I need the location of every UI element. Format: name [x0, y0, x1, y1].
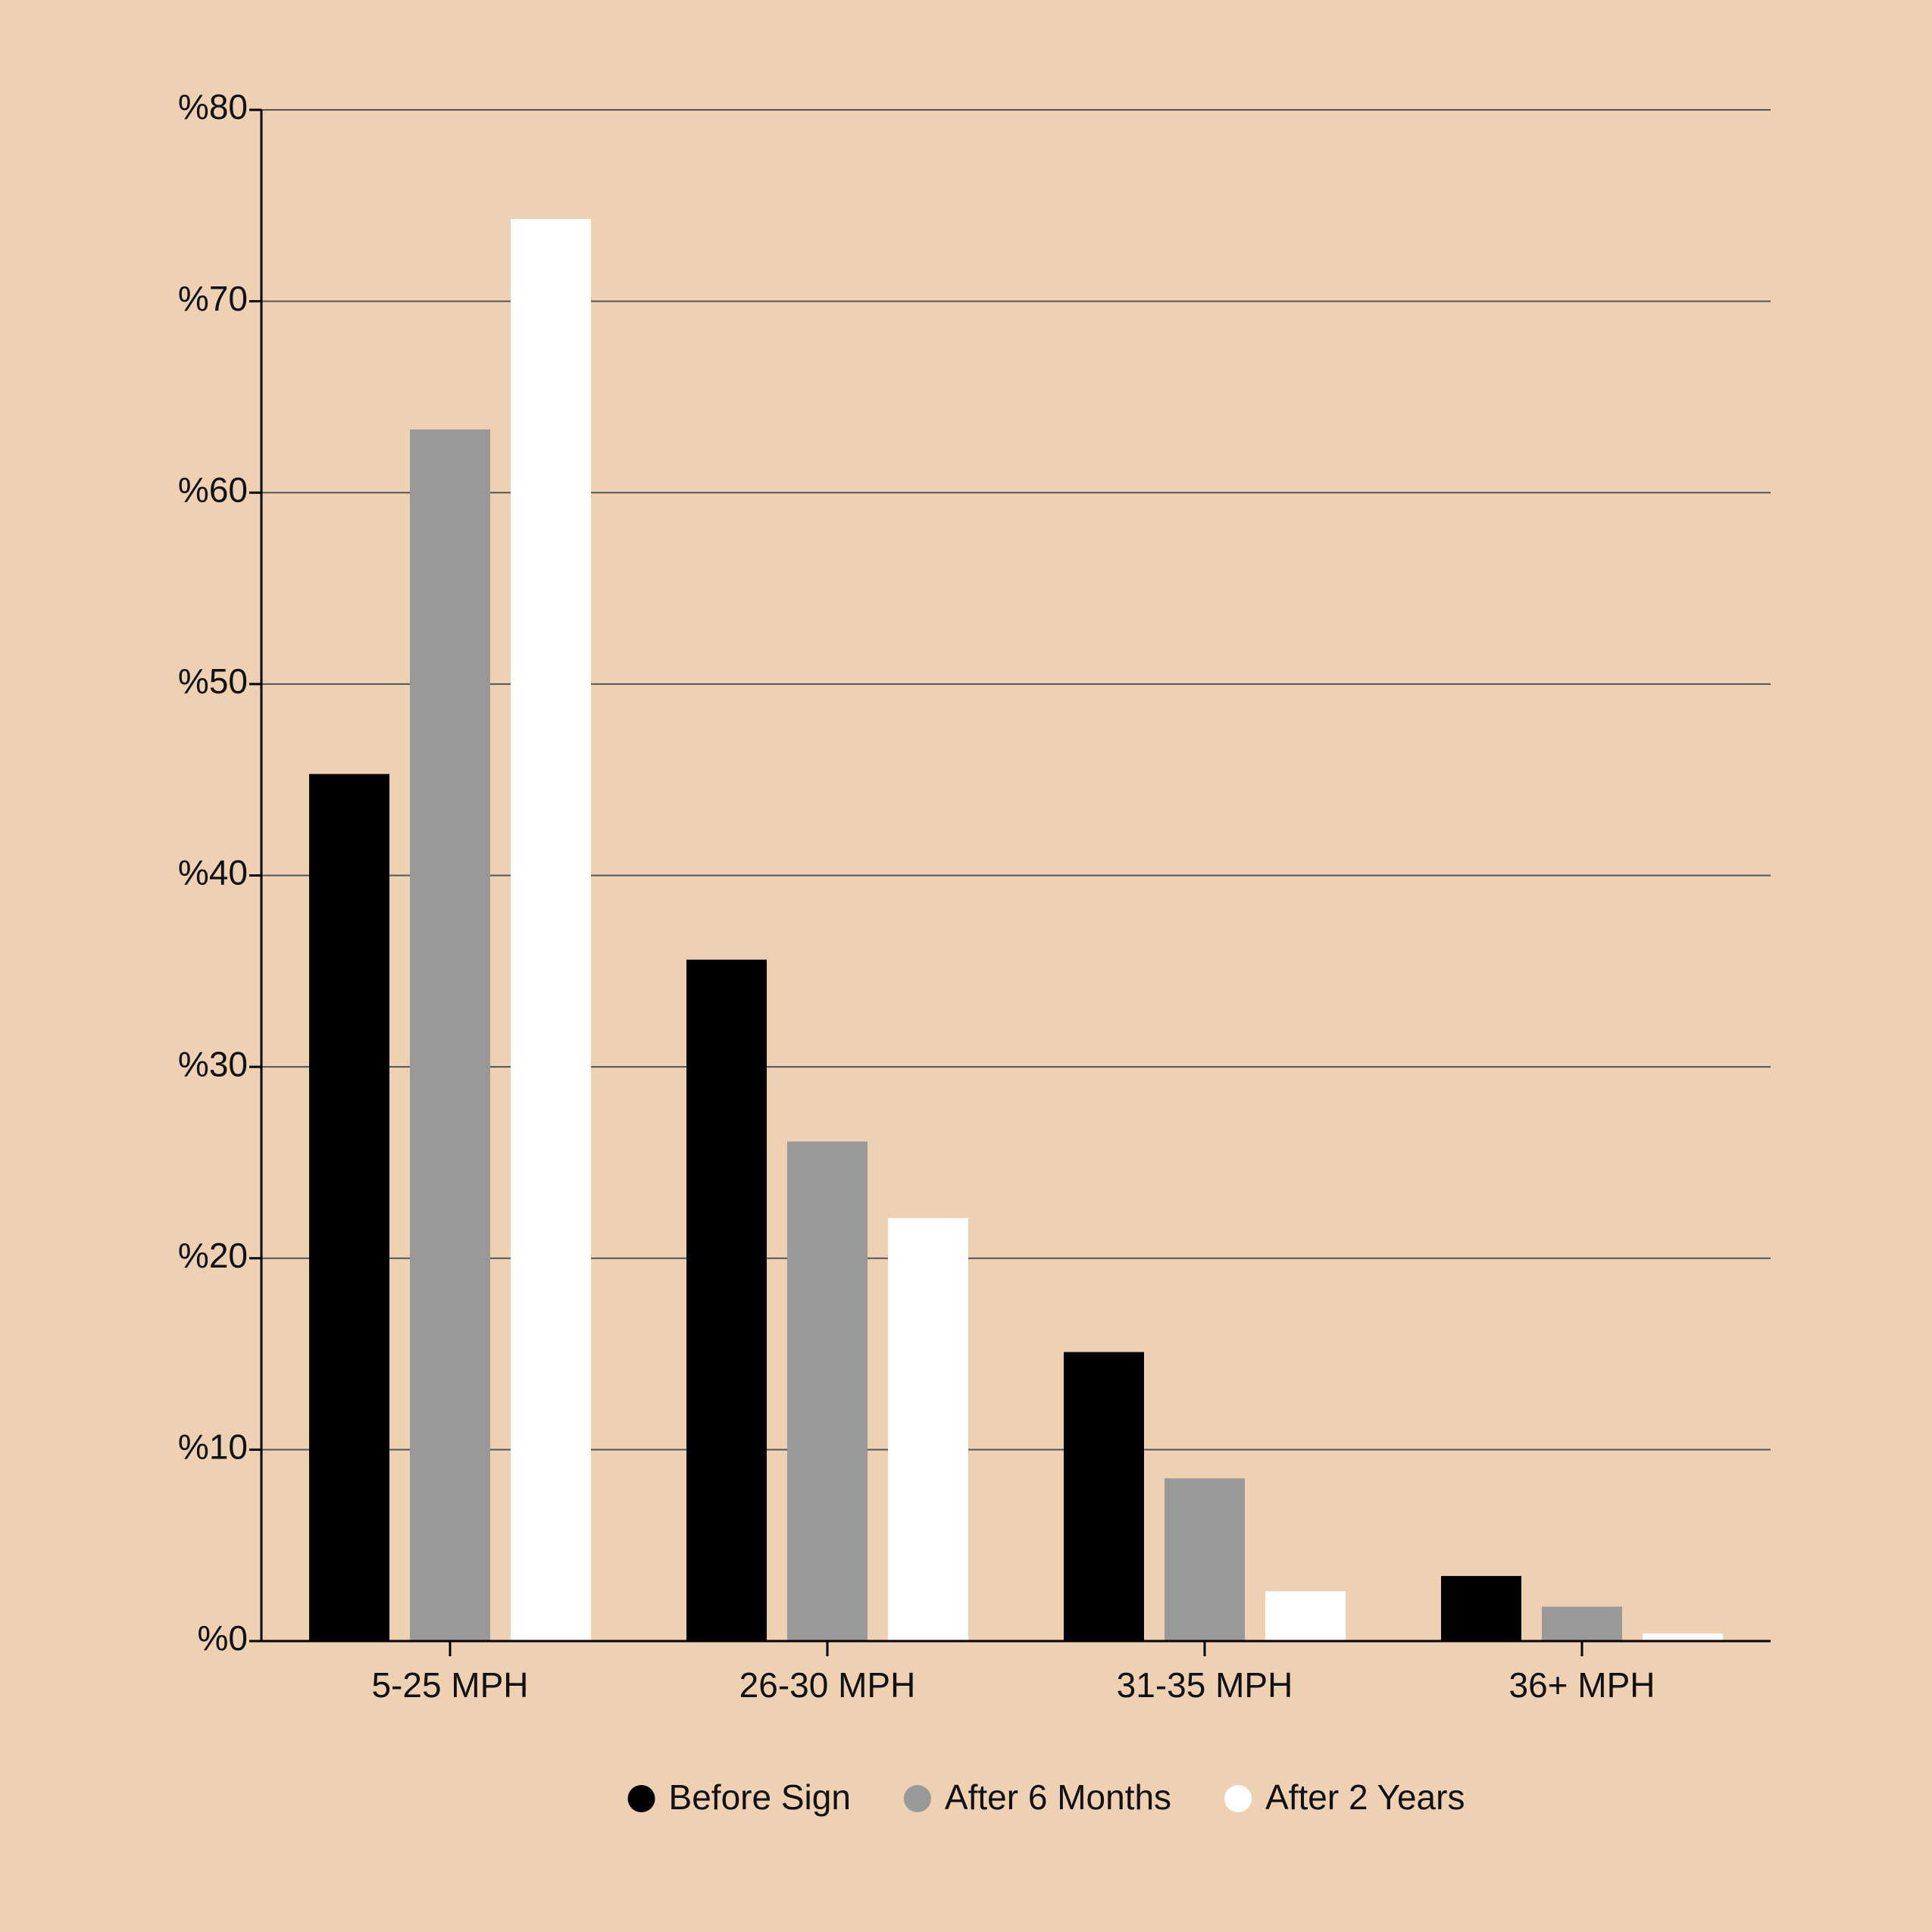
legend-marker: [627, 1785, 655, 1812]
bar: [888, 1218, 968, 1641]
bar: [1441, 1576, 1521, 1641]
y-tick-label: %70: [178, 279, 248, 318]
bar: [309, 774, 389, 1641]
bar: [1165, 1478, 1245, 1641]
bar: [410, 429, 490, 1641]
legend-label: After 2 Years: [1265, 1777, 1465, 1817]
bar: [1542, 1606, 1622, 1641]
x-tick-label: 36+ MPH: [1508, 1665, 1655, 1705]
y-tick-label: %40: [178, 853, 248, 893]
x-tick-label: 31-35 MPH: [1117, 1665, 1293, 1705]
bar: [1064, 1352, 1144, 1641]
y-tick-label: %30: [178, 1044, 248, 1083]
x-tick-label: 5-25 MPH: [371, 1665, 528, 1705]
legend-label: Before Sign: [669, 1777, 851, 1817]
bar: [1265, 1591, 1346, 1641]
bar: [686, 959, 767, 1641]
legend-label: After 6 Months: [945, 1777, 1171, 1817]
legend-marker: [903, 1785, 931, 1812]
bar: [787, 1141, 868, 1641]
x-tick-label: 26-30 MPH: [739, 1665, 916, 1705]
legend-marker: [1224, 1785, 1252, 1812]
bar: [511, 218, 591, 1642]
bar: [1643, 1633, 1723, 1641]
y-tick-label: %60: [178, 470, 248, 509]
y-tick-label: %80: [178, 87, 248, 127]
y-tick-label: %0: [198, 1618, 248, 1658]
y-tick-label: %10: [178, 1427, 248, 1467]
y-tick-label: %50: [178, 661, 248, 701]
y-tick-label: %20: [178, 1236, 248, 1275]
